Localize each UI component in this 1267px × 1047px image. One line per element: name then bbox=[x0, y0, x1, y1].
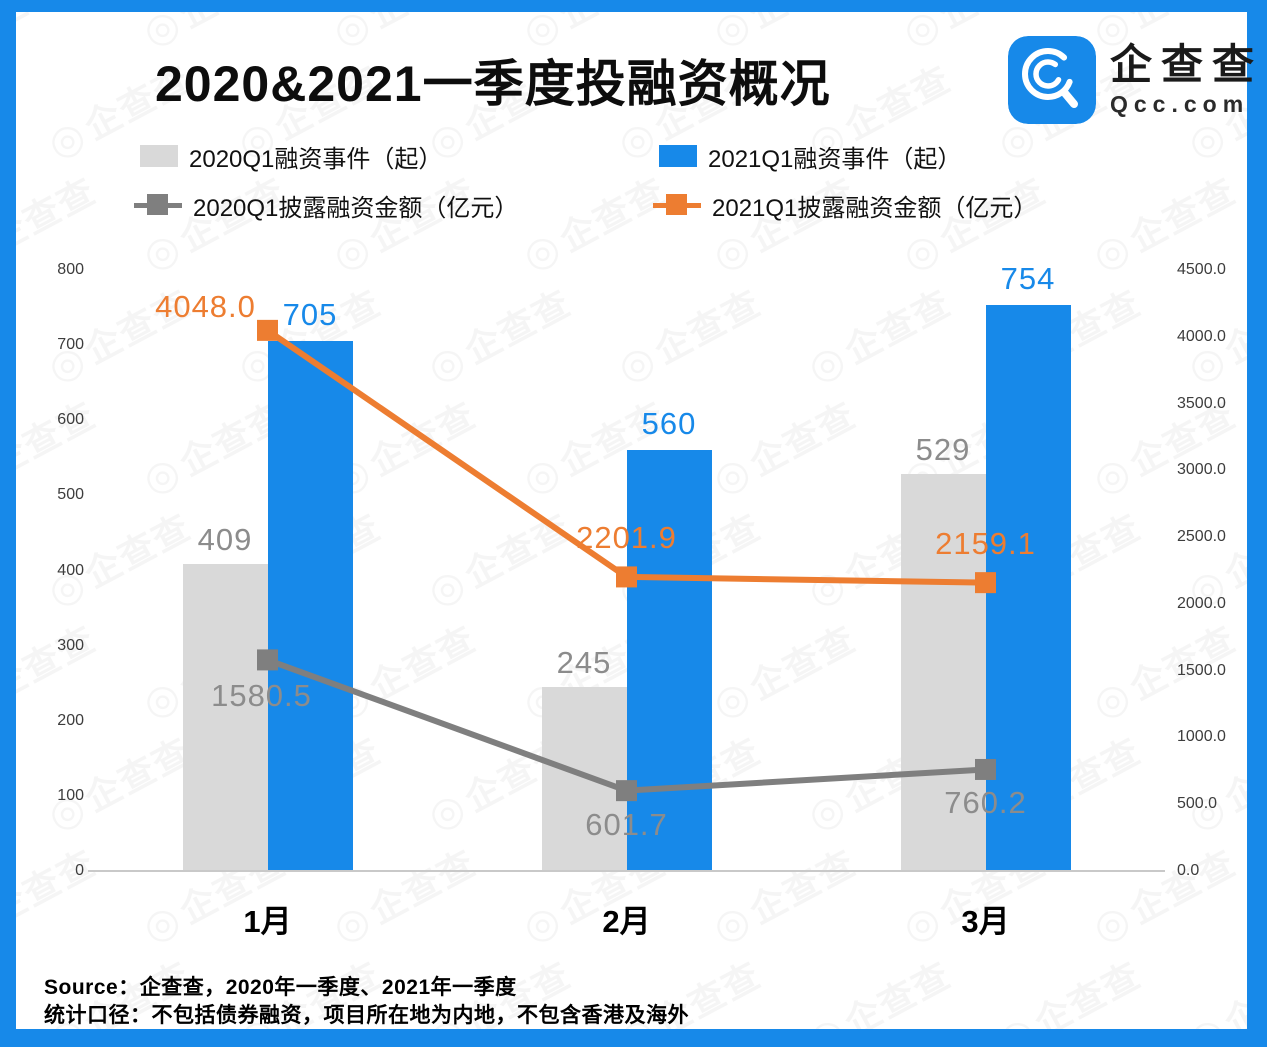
bar-segment bbox=[985, 304, 1071, 871]
line-point-marker bbox=[257, 649, 278, 671]
qcc-logo: 企查查 Qcc.com bbox=[1008, 36, 1263, 124]
line-point-label: 1580.5 bbox=[211, 677, 312, 713]
qcc-domain: Qcc.com bbox=[1110, 91, 1250, 118]
line-point-marker bbox=[975, 758, 996, 780]
axis-tick-left: 100 bbox=[57, 786, 84, 804]
bar-segment bbox=[267, 341, 353, 871]
bar-value-label: 245 bbox=[556, 644, 612, 680]
axis-tick-left: 400 bbox=[57, 561, 84, 579]
axis-tick-right: 2500.0 bbox=[1177, 528, 1226, 546]
bar-value-label: 754 bbox=[1000, 260, 1056, 296]
legend-label: 2021Q1披露融资金额（亿元） bbox=[712, 194, 1038, 222]
legend-item: 2020Q1披露融资金额（亿元） bbox=[134, 193, 518, 222]
line-point-label: 2159.1 bbox=[935, 525, 1036, 561]
line-point-marker bbox=[616, 780, 637, 802]
x-axis-line bbox=[88, 870, 1165, 872]
axis-tick-left: 300 bbox=[57, 636, 84, 654]
caliber-line: 统计口径：不包括债券融资，项目所在地为内地，不包含香港及海外 bbox=[44, 1004, 689, 1027]
legend-label: 2021Q1融资事件（起） bbox=[708, 145, 962, 173]
bar-segment bbox=[182, 563, 268, 871]
axis-tick-right: 500.0 bbox=[1177, 795, 1218, 813]
line-point-marker bbox=[975, 572, 996, 594]
axis-tick-right: 4500.0 bbox=[1177, 261, 1226, 278]
bar-segment bbox=[900, 473, 986, 871]
axis-tick-left: 0 bbox=[75, 862, 84, 879]
legend-label: 2020Q1披露融资金额（亿元） bbox=[193, 194, 519, 222]
line-point-label: 4048.0 bbox=[155, 289, 256, 325]
line-point-marker bbox=[616, 566, 637, 588]
bar-segment bbox=[626, 450, 712, 871]
legend-item: 2021Q1披露融资金额（亿元） bbox=[653, 193, 1037, 222]
page-title: 2020&2021一季度投融资概况 bbox=[155, 56, 831, 112]
bar-value-label: 560 bbox=[641, 406, 697, 442]
legend-label: 2020Q1融资事件（起） bbox=[189, 145, 443, 173]
legend-line-marker bbox=[653, 193, 701, 217]
axis-tick-right: 2000.0 bbox=[1177, 594, 1226, 612]
qcc-logo-text: 企查查 Qcc.com bbox=[1110, 36, 1263, 118]
axis-tick-left: 200 bbox=[57, 711, 84, 729]
axis-tick-left: 600 bbox=[57, 411, 84, 429]
bar-value-label: 705 bbox=[282, 297, 338, 333]
legend-line-marker bbox=[134, 193, 182, 217]
legend-item: 2021Q1融资事件（起） bbox=[659, 144, 961, 173]
source-line: Source：企查查，2020年一季度、2021年一季度 bbox=[44, 976, 517, 999]
legend-bar-swatch bbox=[140, 145, 178, 167]
line-point-label: 760.2 bbox=[944, 785, 1027, 821]
x-axis-label: 1月 bbox=[243, 904, 292, 939]
bar-value-label: 409 bbox=[197, 521, 253, 557]
axis-tick-left: 700 bbox=[57, 336, 84, 354]
qcc-logo-icon bbox=[1008, 36, 1096, 124]
line-point-marker bbox=[257, 319, 278, 341]
axis-tick-right: 3000.0 bbox=[1177, 461, 1226, 479]
axis-tick-right: 0.0 bbox=[1177, 862, 1200, 879]
x-axis-label: 2月 bbox=[602, 904, 651, 939]
axis-tick-left: 800 bbox=[57, 261, 84, 278]
legend-item: 2020Q1融资事件（起） bbox=[140, 144, 442, 173]
axis-tick-right: 1500.0 bbox=[1177, 661, 1226, 679]
axis-tick-right: 3500.0 bbox=[1177, 394, 1226, 412]
axis-tick-left: 500 bbox=[57, 486, 84, 504]
bar-value-label: 529 bbox=[915, 431, 971, 467]
axis-tick-right: 4000.0 bbox=[1177, 327, 1226, 345]
bar-segment bbox=[541, 686, 627, 871]
x-axis-label: 3月 bbox=[961, 904, 1010, 939]
qcc-brand-name: 企查查 bbox=[1110, 41, 1264, 88]
axis-tick-right: 1000.0 bbox=[1177, 728, 1226, 746]
legend-bar-swatch bbox=[659, 145, 697, 167]
line-point-label: 601.7 bbox=[585, 806, 668, 842]
line-point-label: 2201.9 bbox=[576, 519, 677, 555]
line-series bbox=[266, 657, 986, 794]
